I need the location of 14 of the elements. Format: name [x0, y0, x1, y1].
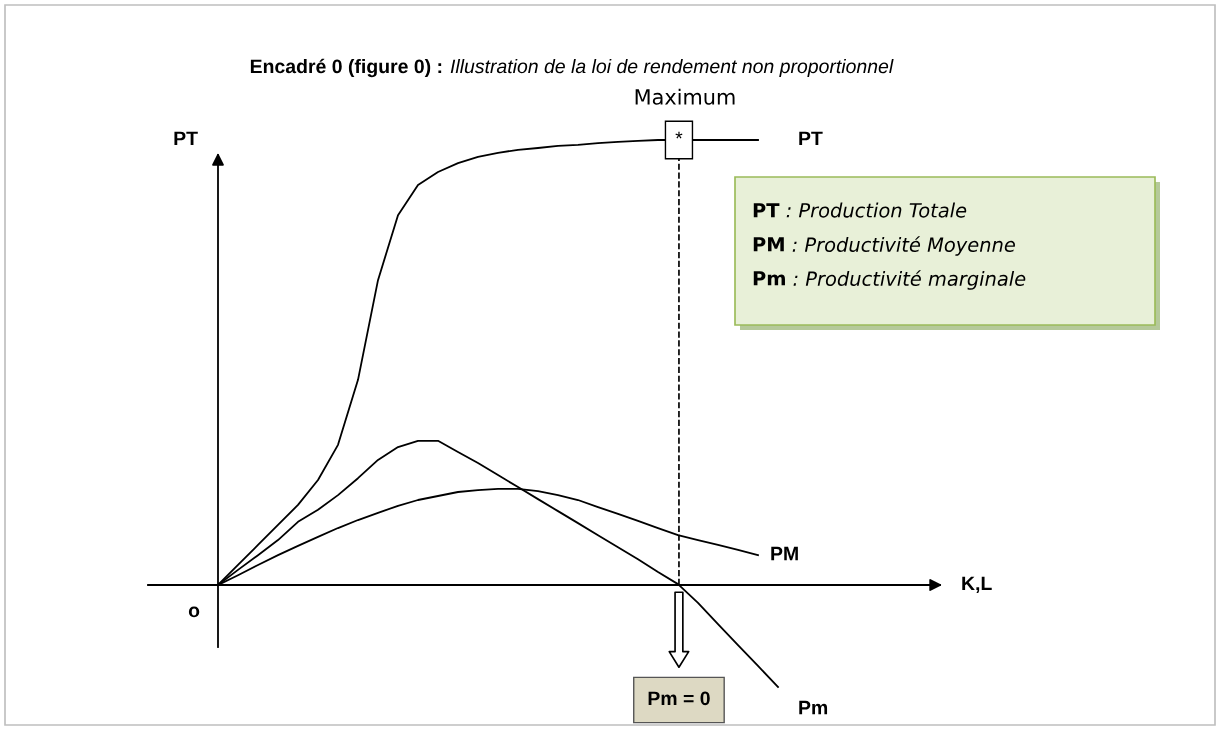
- text: *: [675, 131, 683, 139]
- series-label: Pm: [799, 700, 828, 715]
- annotation: PT : Production Totale: [753, 202, 967, 218]
- text: o: [188, 606, 200, 618]
- text: PT: [799, 131, 823, 146]
- text: Maximum: [635, 88, 735, 105]
- y-axis-title: PT: [174, 131, 198, 146]
- chart-subtitle: Illustration de la loi de rendement non proportionnel: [450, 58, 894, 78]
- annotation: PM : Productivité Moyenne: [753, 236, 1015, 256]
- annotation: Pm : Productivité marginale: [753, 270, 1026, 290]
- chart-title: Encadré 0 (figure 0) :: [250, 58, 442, 78]
- series-label: PM: [771, 546, 798, 561]
- text: K,L: [962, 576, 992, 594]
- text: Pm = 0: [648, 691, 710, 706]
